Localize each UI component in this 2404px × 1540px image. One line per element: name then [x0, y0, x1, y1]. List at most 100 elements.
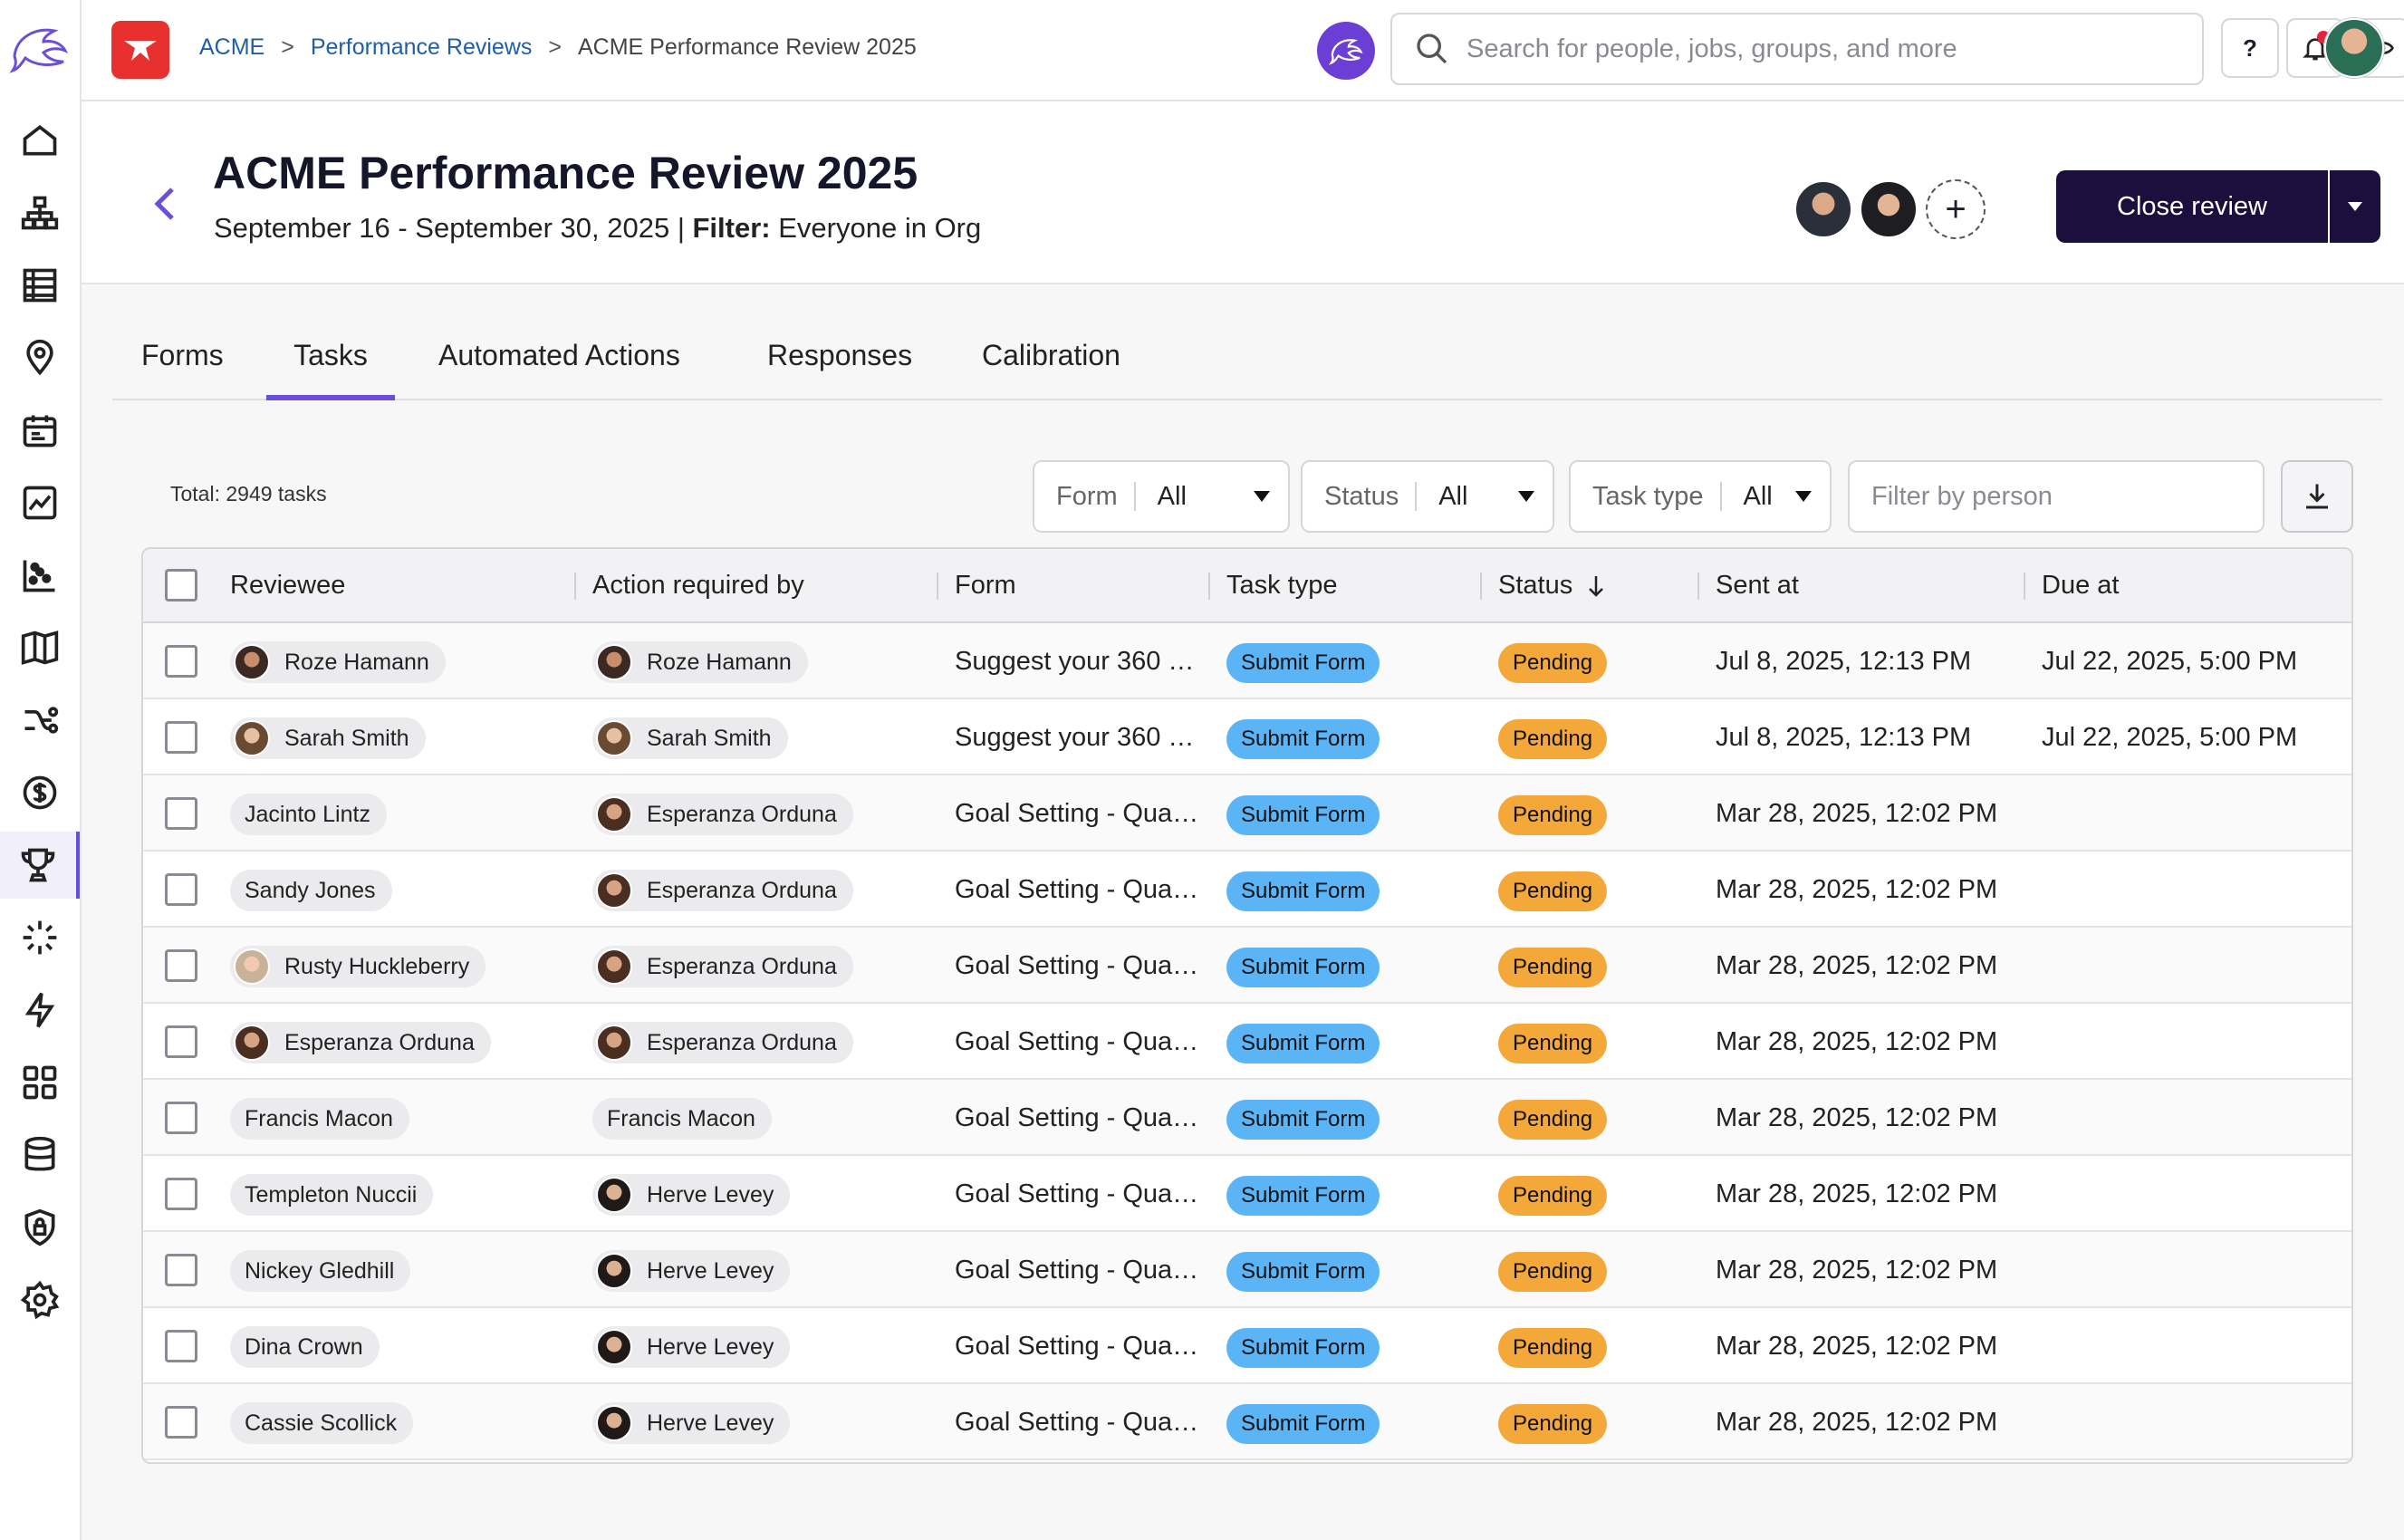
column-divider[interactable] [1697, 573, 1699, 600]
action-by-chip[interactable]: Herve Levey [592, 1174, 791, 1216]
collaborator-avatar[interactable] [1793, 179, 1853, 239]
header-reviewee[interactable]: Reviewee [230, 571, 346, 600]
nav-apps[interactable] [0, 1049, 80, 1116]
status-filter[interactable]: Status All [1301, 460, 1554, 533]
table-row[interactable]: Cassie Scollick Herve Levey Goal Setting… [143, 1384, 2351, 1460]
column-divider[interactable] [574, 573, 576, 600]
nav-database[interactable] [0, 1121, 80, 1189]
action-by-chip[interactable]: Roze Hamann [592, 641, 808, 683]
reviewee-chip[interactable]: Sandy Jones [230, 870, 392, 911]
person-filter-input[interactable] [1871, 481, 2234, 512]
nav-workflow[interactable] [0, 687, 80, 754]
action-by-chip[interactable]: Sarah Smith [592, 717, 788, 759]
row-checkbox[interactable] [165, 1254, 197, 1286]
nav-security[interactable] [0, 1194, 80, 1261]
reviewee-chip[interactable]: Esperanza Orduna [230, 1022, 491, 1064]
user-avatar[interactable] [2324, 18, 2384, 78]
select-all-checkbox[interactable] [165, 569, 197, 602]
table-row[interactable]: Sandy Jones Esperanza Orduna Goal Settin… [143, 852, 2351, 928]
column-divider[interactable] [1480, 573, 1482, 600]
reviewee-chip[interactable]: Cassie Scollick [230, 1402, 414, 1444]
row-checkbox[interactable] [165, 1406, 197, 1439]
header-action-required-by[interactable]: Action required by [592, 571, 804, 600]
download-button[interactable] [2281, 460, 2353, 533]
close-review-dropdown[interactable] [2330, 170, 2380, 243]
nav-org-chart[interactable] [0, 179, 80, 246]
add-collaborator-button[interactable]: + [1926, 179, 1986, 239]
action-by-chip[interactable]: Esperanza Orduna [592, 870, 853, 911]
nav-calendar[interactable] [0, 397, 80, 464]
nav-settings[interactable] [0, 1266, 80, 1333]
company-logo-icon[interactable] [7, 20, 71, 78]
row-checkbox[interactable] [165, 1102, 197, 1134]
table-row[interactable]: Nickey Gledhill Herve Levey Goal Setting… [143, 1232, 2351, 1308]
tab-forms[interactable]: Forms [141, 339, 224, 371]
action-by-chip[interactable]: Herve Levey [592, 1402, 791, 1444]
nav-automations[interactable] [0, 977, 80, 1044]
row-checkbox[interactable] [165, 1025, 197, 1058]
column-divider[interactable] [2024, 573, 2025, 600]
table-row[interactable]: Esperanza Orduna Esperanza Orduna Goal S… [143, 1004, 2351, 1080]
table-row[interactable]: Templeton Nuccii Herve Levey Goal Settin… [143, 1156, 2351, 1232]
search-input[interactable] [1466, 34, 2173, 64]
person-filter[interactable] [1848, 460, 2265, 533]
back-button[interactable] [147, 181, 183, 226]
row-checkbox[interactable] [165, 797, 197, 830]
action-by-chip[interactable]: Esperanza Orduna [592, 946, 853, 987]
column-divider[interactable] [1208, 573, 1210, 600]
nav-performance[interactable] [0, 832, 80, 899]
header-task-type[interactable]: Task type [1226, 571, 1338, 600]
column-divider[interactable] [937, 573, 938, 600]
header-due-at[interactable]: Due at [2042, 571, 2120, 600]
nav-table[interactable] [0, 252, 80, 319]
header-sent-at[interactable]: Sent at [1716, 571, 1799, 600]
action-by-chip[interactable]: Esperanza Orduna [592, 1022, 853, 1064]
header-form[interactable]: Form [955, 571, 1016, 600]
table-row[interactable]: Dina Crown Herve Levey Goal Setting - Qu… [143, 1308, 2351, 1384]
tab-responses[interactable]: Responses [767, 339, 913, 371]
action-by-chip[interactable]: Herve Levey [592, 1326, 791, 1368]
row-checkbox[interactable] [165, 949, 197, 982]
reviewee-chip[interactable]: Francis Macon [230, 1098, 409, 1140]
table-row[interactable]: Sarah Smith Sarah Smith Suggest your 360… [143, 699, 2351, 775]
close-review-button[interactable]: Close review [2056, 170, 2328, 243]
action-by-chip[interactable]: Esperanza Orduna [592, 794, 853, 835]
reviewee-chip[interactable]: Templeton Nuccii [230, 1174, 434, 1216]
collaborator-avatar[interactable] [1859, 179, 1918, 239]
breadcrumb-acme[interactable]: ACME [199, 34, 265, 60]
tab-automated-actions[interactable]: Automated Actions [438, 339, 680, 371]
nav-location[interactable] [0, 324, 80, 391]
reviewee-chip[interactable]: Rusty Huckleberry [230, 946, 486, 987]
header-status[interactable]: Status [1498, 571, 1607, 601]
table-row[interactable]: Roze Hamann Roze Hamann Suggest your 360… [143, 623, 2351, 699]
breadcrumb-performance-reviews[interactable]: Performance Reviews [310, 34, 533, 60]
global-search[interactable] [1390, 13, 2204, 85]
tab-calibration[interactable]: Calibration [982, 339, 1120, 371]
row-checkbox[interactable] [165, 1330, 197, 1362]
nav-compensation[interactable] [0, 759, 80, 826]
table-row[interactable]: Francis Macon Francis Macon Goal Setting… [143, 1080, 2351, 1156]
reviewee-chip[interactable]: Roze Hamann [230, 641, 446, 683]
row-checkbox[interactable] [165, 721, 197, 754]
nav-book[interactable] [0, 614, 80, 681]
task-type-filter[interactable]: Task type All [1569, 460, 1832, 533]
help-button[interactable]: ? [2221, 18, 2279, 78]
ai-assistant-button[interactable] [1317, 22, 1375, 80]
reviewee-chip[interactable]: Nickey Gledhill [230, 1250, 411, 1292]
row-checkbox[interactable] [165, 873, 197, 906]
row-checkbox[interactable] [165, 1178, 197, 1210]
reviewee-chip[interactable]: Jacinto Lintz [230, 794, 387, 835]
row-checkbox[interactable] [165, 645, 197, 678]
reviewee-chip[interactable]: Dina Crown [230, 1326, 380, 1368]
nav-scatter-chart[interactable] [0, 542, 80, 609]
tab-tasks[interactable]: Tasks [266, 339, 395, 400]
nav-sparkle[interactable] [0, 904, 80, 971]
action-by-chip[interactable]: Herve Levey [592, 1250, 791, 1292]
nav-home[interactable] [0, 107, 80, 174]
nav-analytics[interactable] [0, 469, 80, 536]
acme-logo-icon[interactable] [111, 21, 169, 79]
table-row[interactable]: Jacinto Lintz Esperanza Orduna Goal Sett… [143, 775, 2351, 852]
form-filter[interactable]: Form All [1033, 460, 1290, 533]
reviewee-chip[interactable]: Sarah Smith [230, 717, 426, 759]
table-row[interactable]: Rusty Huckleberry Esperanza Orduna Goal … [143, 928, 2351, 1004]
